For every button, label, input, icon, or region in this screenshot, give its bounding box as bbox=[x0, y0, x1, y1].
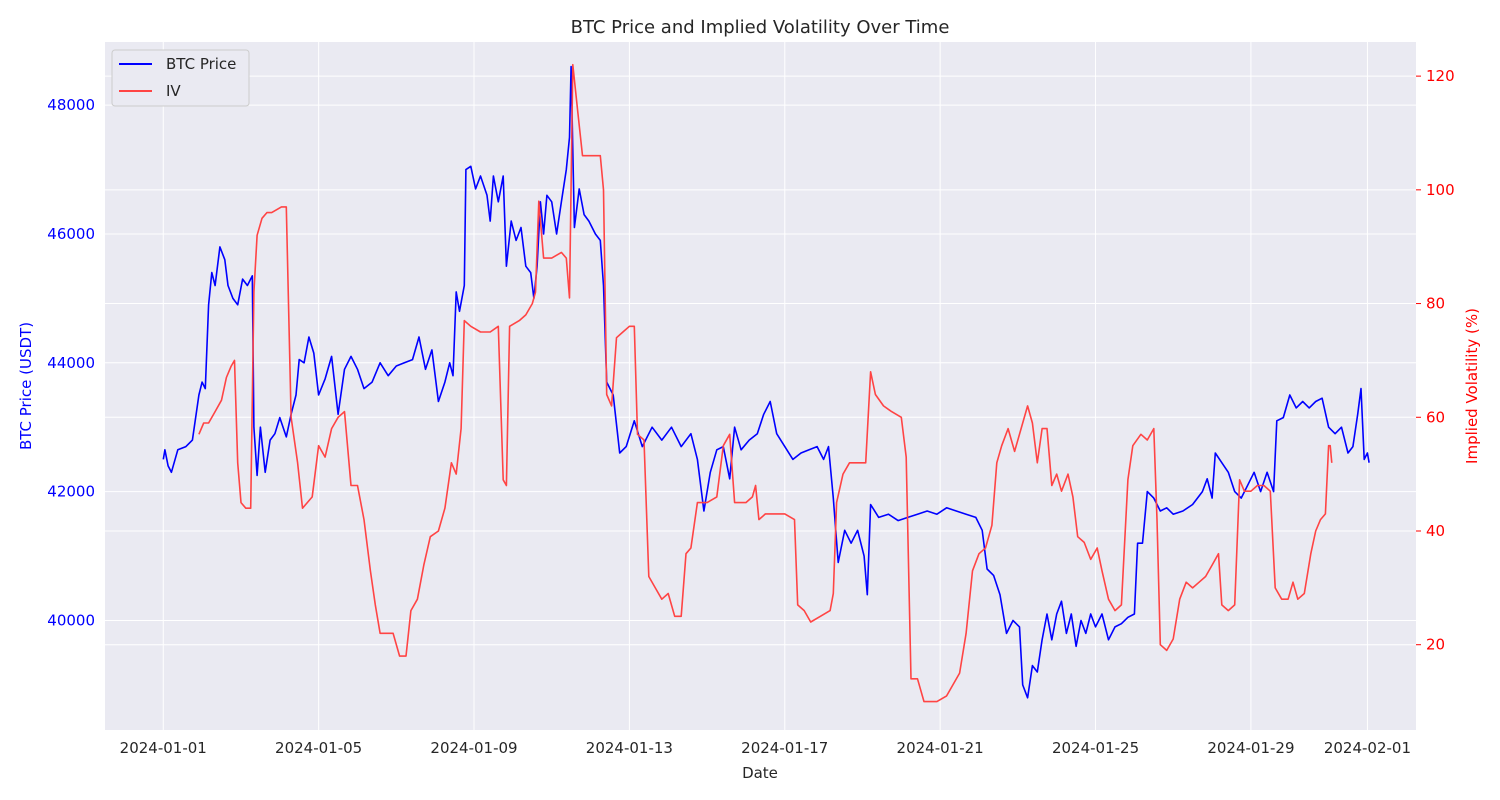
right-y-tick-label: 80 bbox=[1426, 295, 1445, 313]
x-tick-label: 2024-01-09 bbox=[430, 739, 517, 757]
left-y-tick-label: 40000 bbox=[47, 611, 95, 629]
right-y-tick-label: 100 bbox=[1426, 181, 1455, 199]
x-tick-label: 2024-01-21 bbox=[897, 739, 984, 757]
left-y-tick-label: 42000 bbox=[47, 483, 95, 501]
x-tick-label: 2024-01-01 bbox=[120, 739, 207, 757]
x-tick-label: 2024-02-01 bbox=[1324, 739, 1411, 757]
series-layer bbox=[162, 63, 1370, 703]
plot-area bbox=[105, 42, 1416, 730]
chart-title: BTC Price and Implied Volatility Over Ti… bbox=[571, 17, 950, 38]
x-tick-label: 2024-01-29 bbox=[1207, 739, 1294, 757]
x-axis-label: Date bbox=[742, 764, 778, 782]
left-y-tick-label: 44000 bbox=[47, 354, 95, 372]
right-y-tick-label: 60 bbox=[1426, 408, 1445, 426]
right-y-tick-label: 20 bbox=[1426, 636, 1445, 654]
right-y-tick-label: 40 bbox=[1426, 522, 1445, 540]
right-y-axis-ticks: 20 40 60 80 100 120 bbox=[1416, 67, 1455, 654]
legend: BTC Price IV bbox=[111, 49, 250, 107]
series-line-iv bbox=[198, 63, 1333, 703]
left-y-tick-label: 46000 bbox=[47, 225, 95, 243]
x-tick-label: 2024-01-05 bbox=[275, 739, 362, 757]
series-line-btc-price bbox=[162, 65, 1370, 699]
x-tick-label: 2024-01-13 bbox=[586, 739, 673, 757]
grid-lines bbox=[105, 42, 1416, 730]
x-axis-ticks: 2024-01-01 2024-01-05 2024-01-09 2024-01-13… bbox=[120, 739, 1411, 757]
legend-label-btc-price: BTC Price bbox=[166, 55, 236, 73]
left-y-axis-ticks: 40000 42000 44000 46000 48000 bbox=[47, 96, 95, 629]
right-y-axis-label: Implied Volatility (%) bbox=[1463, 308, 1481, 464]
left-y-axis-label: BTC Price (USDT) bbox=[17, 322, 35, 450]
legend-label-iv: IV bbox=[166, 82, 181, 100]
left-y-tick-label: 48000 bbox=[47, 96, 95, 114]
x-tick-label: 2024-01-25 bbox=[1052, 739, 1139, 757]
right-y-tick-label: 120 bbox=[1426, 67, 1455, 85]
x-tick-label: 2024-01-17 bbox=[741, 739, 828, 757]
